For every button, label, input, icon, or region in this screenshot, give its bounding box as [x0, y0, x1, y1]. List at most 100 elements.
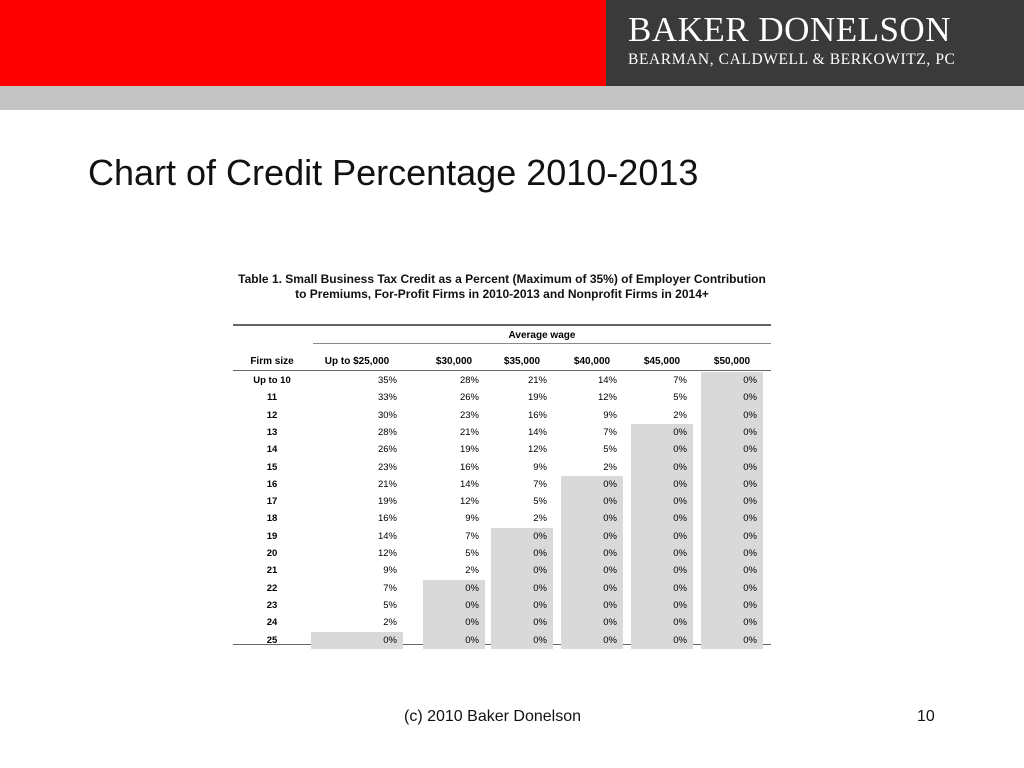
table-cell: 16%: [377, 513, 397, 525]
table-cell: 0%: [701, 579, 763, 598]
table-cell: 19%: [459, 444, 479, 456]
table-cell: 9%: [603, 409, 617, 421]
table-cell: 7%: [673, 375, 687, 386]
table-cell: 0%: [491, 562, 553, 581]
table-cell: 0%: [701, 596, 763, 615]
table-cell: 5%: [465, 548, 479, 559]
table-cell: 9%: [383, 565, 397, 577]
table-cell: 14%: [377, 530, 397, 542]
table-cell: 14%: [597, 375, 617, 386]
table-cell: 12%: [597, 392, 617, 404]
footer-copyright: (c) 2010 Baker Donelson: [404, 708, 581, 725]
table-cell: 7%: [603, 426, 617, 438]
credit-table: Table 1. Small Business Tax Credit as a …: [233, 272, 771, 650]
column-header: $45,000: [643, 356, 681, 367]
column-header: $30,000: [435, 356, 473, 367]
table-cell: 0%: [423, 579, 485, 598]
column-header: $40,000: [573, 356, 611, 367]
table-cell: 5%: [673, 392, 687, 404]
page-number: 10: [917, 708, 935, 725]
table-cell: 0%: [701, 631, 763, 650]
logo: BAKER DONELSON BEARMAN, CALDWELL & BERKO…: [606, 0, 1024, 86]
table-cell: 12%: [527, 444, 547, 456]
table-cell: 21%: [527, 375, 547, 386]
table-cell: 0%: [423, 631, 485, 650]
table-cell: 0%: [491, 631, 553, 650]
table-cell: 12%: [377, 548, 397, 559]
table-cell: 0%: [631, 441, 693, 459]
table-cell: 2%: [465, 565, 479, 577]
table-cell: 19%: [377, 496, 397, 508]
table-cell: 35%: [377, 375, 397, 386]
table-cell: 26%: [377, 444, 397, 456]
table-cell: 33%: [377, 392, 397, 404]
table-cell: 0%: [631, 614, 693, 632]
firm-size-label: 24: [266, 617, 278, 629]
header-gray-band: [0, 86, 1024, 110]
table-cell: 0%: [631, 475, 693, 494]
table-cell: 0%: [311, 631, 403, 650]
table-cell: 0%: [631, 423, 693, 442]
firm-size-label: 12: [266, 409, 278, 421]
table-cell: 0%: [631, 579, 693, 598]
firm-size-label: 11: [266, 392, 278, 404]
table-cell: 0%: [631, 545, 693, 563]
logo-firm-subtitle: BEARMAN, CALDWELL & BERKOWITZ, PC: [628, 51, 956, 68]
table-cell: 5%: [383, 599, 397, 611]
table-cell: 0%: [561, 510, 623, 529]
table-cell: 21%: [377, 478, 397, 490]
column-header: $50,000: [713, 356, 751, 367]
firm-size-label: 22: [266, 582, 278, 594]
table-cell: 30%: [377, 409, 397, 421]
table-cell: 0%: [561, 562, 623, 581]
table-cell: 0%: [701, 510, 763, 529]
table-cell: 0%: [701, 614, 763, 632]
firm-size-label: 13: [266, 426, 278, 438]
table-cell: 2%: [533, 513, 547, 525]
table-cell: 12%: [459, 496, 479, 508]
header-bottom-rule: [233, 370, 771, 371]
table-cell: 28%: [377, 426, 397, 438]
firm-size-label: 20: [266, 548, 278, 559]
table-cell: 0%: [701, 545, 763, 563]
table-cell: 0%: [491, 596, 553, 615]
table-cell: 0%: [701, 406, 763, 425]
firm-size-header: Firm size: [250, 356, 294, 367]
table-cell: 0%: [701, 527, 763, 546]
table-cell: 0%: [561, 545, 623, 563]
average-wage-header: Average wage: [508, 330, 576, 341]
table-cell: 0%: [631, 510, 693, 529]
table-cell: 7%: [383, 582, 397, 594]
table-cell: 0%: [491, 527, 553, 546]
table-cell: 0%: [631, 631, 693, 650]
table-cell: 0%: [561, 475, 623, 494]
table-cell: 0%: [631, 562, 693, 581]
table-cell: 2%: [603, 461, 617, 473]
table-cell: 7%: [465, 530, 479, 542]
table-cell: 0%: [491, 579, 553, 598]
firm-size-label: 21: [266, 565, 278, 577]
table-cell: 2%: [673, 409, 687, 421]
slide-title: Chart of Credit Percentage 2010-2013: [88, 152, 699, 193]
table-cell: 0%: [631, 493, 693, 511]
table-cell: 0%: [631, 596, 693, 615]
table-cell: 0%: [701, 372, 763, 390]
firm-size-label: 15: [266, 461, 278, 473]
firm-size-label: 18: [266, 513, 278, 525]
firm-size-label: 14: [266, 444, 278, 456]
table-cell: 26%: [459, 392, 479, 404]
table-cell: 0%: [701, 475, 763, 494]
firm-size-label: 19: [266, 530, 278, 542]
table-cell: 0%: [561, 596, 623, 615]
table-cell: 7%: [533, 478, 547, 490]
table-cell: 0%: [701, 441, 763, 459]
logo-firm-name: BAKER DONELSON: [628, 10, 951, 49]
table-cell: 23%: [459, 409, 479, 421]
table-cell: 0%: [631, 458, 693, 477]
table-cell: 14%: [459, 478, 479, 490]
table-top-rule: [233, 324, 771, 326]
table-cell: 0%: [701, 458, 763, 477]
table-cell: 0%: [701, 423, 763, 442]
table-cell: 5%: [533, 496, 547, 508]
table-cell: 0%: [423, 596, 485, 615]
